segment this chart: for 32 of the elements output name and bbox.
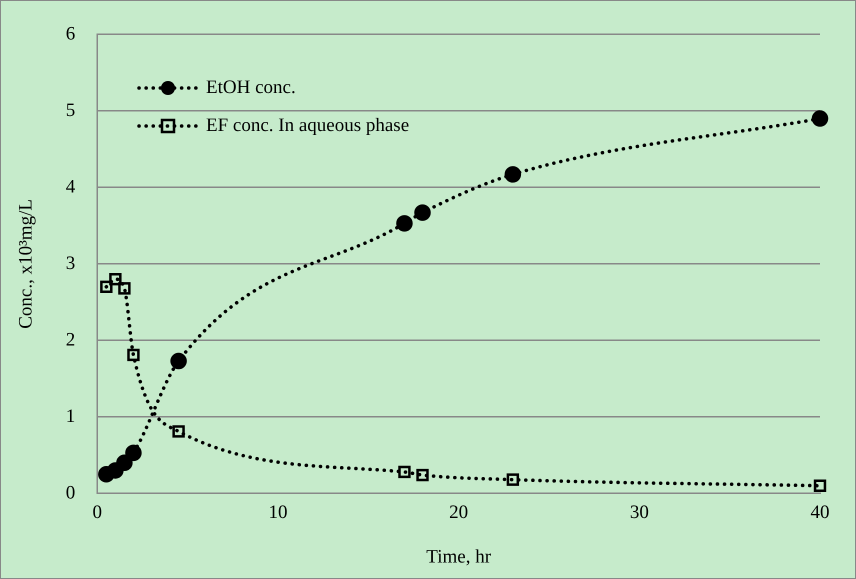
point [170, 352, 187, 370]
point [398, 466, 411, 478]
point [116, 454, 133, 472]
x-axis-title: Time, hr [426, 546, 492, 568]
y-tick-label: 2 [66, 329, 76, 350]
legend-label: EtOH conc. [206, 77, 296, 99]
y-tick-label: 3 [66, 252, 76, 274]
point [109, 273, 122, 286]
x-tick-label: 30 [630, 502, 649, 523]
y-tick-label: 4 [66, 176, 76, 198]
point [414, 204, 431, 221]
point [118, 282, 131, 295]
point [814, 480, 826, 492]
point [100, 280, 113, 294]
point [396, 215, 413, 232]
point [812, 110, 828, 127]
y-tick-label: 0 [66, 482, 76, 504]
y-tick-label: 6 [66, 23, 76, 44]
point [416, 468, 429, 482]
legend-label: EF conc. In aqueous phase [206, 115, 410, 137]
point [506, 473, 520, 486]
point [125, 444, 142, 462]
x-tick-label: 20 [449, 502, 468, 523]
point [504, 166, 522, 183]
x-tick-label: 40 [810, 502, 830, 523]
x-tick-label: 10 [268, 502, 288, 523]
y-tick-label: 1 [66, 406, 76, 427]
y-axis-title: Conc., x10³mg/L [15, 199, 36, 329]
point [172, 425, 185, 438]
point [127, 348, 140, 362]
y-tick-label: 5 [66, 100, 76, 121]
x-tick-label: 0 [92, 502, 102, 523]
